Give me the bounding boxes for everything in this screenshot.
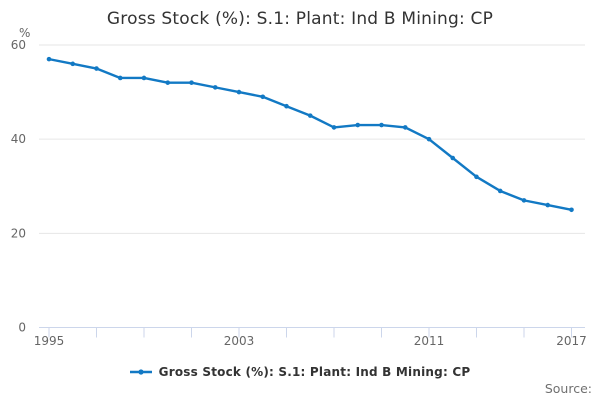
data-point-marker: [260, 94, 266, 100]
data-point-marker: [450, 155, 456, 161]
data-point-marker: [569, 207, 574, 213]
legend-line-marker-icon: [129, 369, 152, 375]
data-point-marker: [284, 103, 289, 109]
chart-title: Gross Stock (%): S.1: Plant: Ind B Minin…: [106, 9, 494, 29]
x-tick-label: 2003: [224, 334, 255, 348]
data-point-marker: [189, 80, 194, 85]
data-point-marker: [426, 136, 432, 142]
data-point-marker: [212, 85, 218, 90]
data-point-marker: [46, 56, 52, 62]
data-point-marker: [165, 80, 171, 85]
source-label: Source:: [544, 381, 592, 396]
y-tick-label: 20: [11, 226, 26, 240]
data-point-marker: [307, 113, 313, 118]
y-tick-label: 40: [11, 132, 26, 146]
legend-label: Gross Stock (%): S.1: Plant: Ind B Minin…: [158, 365, 471, 379]
x-tick-label: 2017: [556, 334, 587, 348]
data-point-marker: [70, 61, 76, 67]
data-point-marker: [474, 174, 479, 180]
y-axis-unit-label: %: [19, 26, 31, 40]
data-point-marker: [521, 198, 527, 203]
data-point-marker: [379, 122, 384, 128]
y-tick-label: 60: [11, 38, 26, 52]
data-point-marker: [497, 188, 503, 194]
x-tick-label: 2011: [414, 334, 445, 348]
data-point-marker: [331, 125, 337, 130]
data-point-marker: [402, 125, 408, 130]
data-point-marker: [141, 75, 147, 81]
data-point-marker: [355, 122, 361, 128]
data-point-marker: [236, 89, 242, 95]
y-tick-label: 0: [18, 321, 26, 335]
legend-item[interactable]: Gross Stock (%): S.1: Plant: Ind B Minin…: [0, 365, 600, 379]
series-line: [47, 57, 573, 211]
x-tick-label: 1995: [34, 334, 65, 348]
data-point-marker: [94, 66, 99, 71]
data-point-marker: [545, 202, 551, 208]
data-point-marker: [117, 75, 123, 81]
